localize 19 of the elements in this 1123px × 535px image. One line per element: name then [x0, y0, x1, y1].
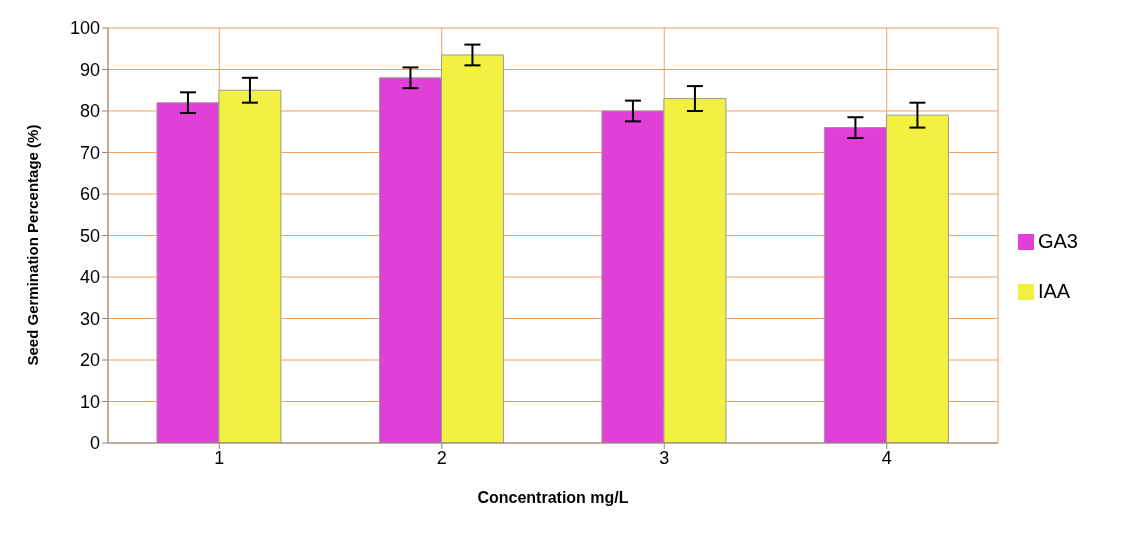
x-tick-label: 4	[881, 447, 892, 468]
y-tick-label: 90	[79, 59, 100, 80]
x-tick-label: 2	[436, 447, 447, 468]
y-tick-label: 100	[69, 18, 100, 39]
legend-label: IAA	[1037, 279, 1071, 302]
x-axis-title: Concentration mg/L	[477, 489, 629, 506]
y-tick-label: 30	[79, 308, 100, 329]
legend-label: GA3	[1037, 229, 1078, 252]
y-axis-title: Seed Germination Percentage (%)	[24, 124, 42, 366]
y-tick-label: 40	[79, 267, 100, 288]
x-tick-label: 3	[659, 447, 670, 468]
y-tick-label: 10	[79, 391, 100, 412]
x-tick-label: 1	[214, 447, 225, 468]
y-tick-label: 20	[79, 350, 100, 371]
y-tick-label: 60	[79, 184, 100, 205]
y-tick-label: 0	[89, 433, 100, 454]
y-tick-label: 80	[79, 101, 100, 122]
y-tick-label: 70	[79, 142, 100, 163]
y-tick-label: 50	[79, 225, 100, 246]
